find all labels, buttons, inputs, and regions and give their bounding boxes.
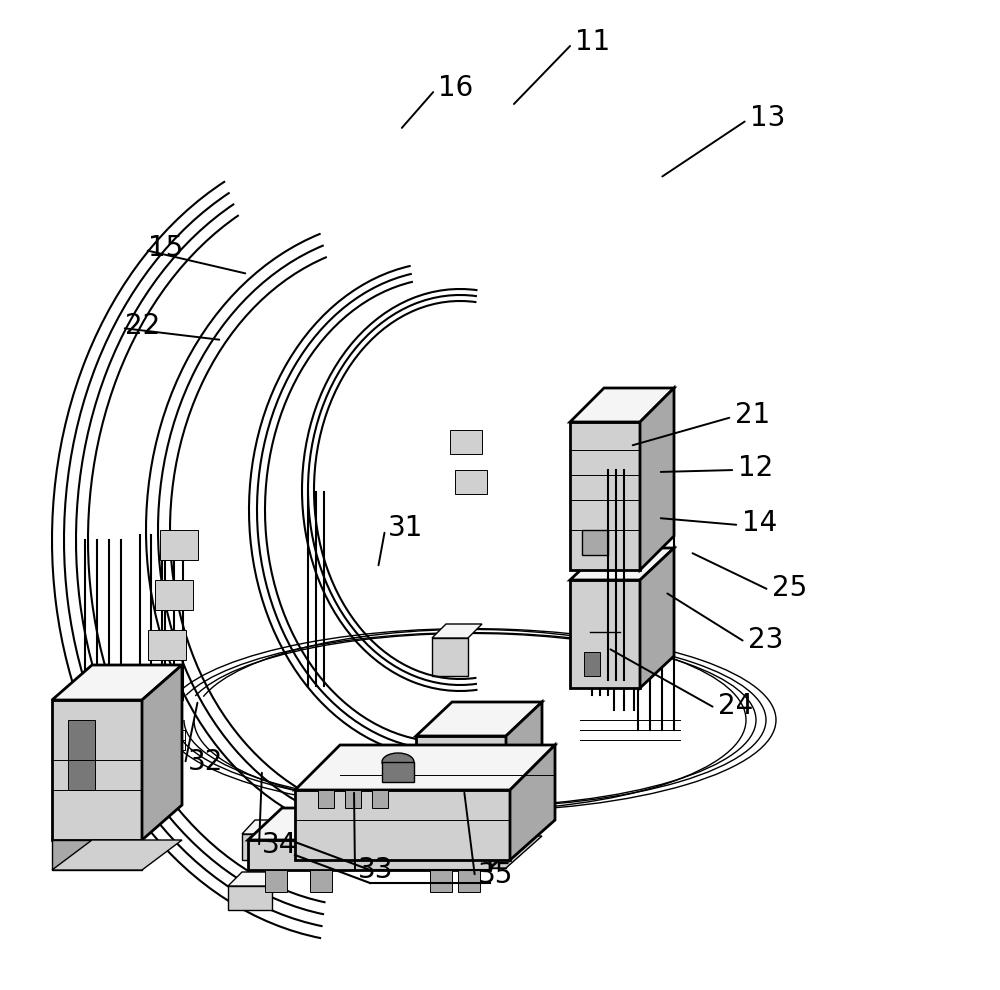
Polygon shape — [416, 840, 506, 868]
Text: 11: 11 — [575, 28, 610, 56]
Polygon shape — [510, 745, 555, 860]
Text: 34: 34 — [262, 831, 297, 859]
Polygon shape — [242, 820, 298, 834]
Text: 24: 24 — [718, 692, 753, 720]
Polygon shape — [248, 840, 490, 870]
Polygon shape — [265, 870, 287, 892]
Polygon shape — [242, 834, 285, 860]
Polygon shape — [430, 756, 455, 814]
Polygon shape — [570, 388, 674, 422]
Polygon shape — [295, 790, 510, 860]
Text: 12: 12 — [738, 454, 773, 482]
Polygon shape — [68, 720, 95, 790]
Polygon shape — [490, 808, 524, 868]
Polygon shape — [382, 762, 414, 782]
Text: 33: 33 — [358, 856, 394, 884]
Text: 21: 21 — [735, 401, 770, 429]
Polygon shape — [432, 638, 468, 676]
Polygon shape — [310, 870, 332, 892]
Polygon shape — [450, 430, 482, 454]
Polygon shape — [458, 870, 480, 892]
Ellipse shape — [382, 753, 414, 771]
Text: 14: 14 — [742, 509, 777, 537]
Polygon shape — [155, 580, 193, 610]
Polygon shape — [416, 736, 506, 840]
Polygon shape — [582, 530, 608, 555]
Polygon shape — [570, 548, 674, 580]
Polygon shape — [295, 745, 555, 790]
Polygon shape — [416, 836, 542, 868]
Polygon shape — [372, 790, 388, 808]
Polygon shape — [52, 700, 142, 840]
Polygon shape — [506, 702, 542, 840]
Polygon shape — [640, 388, 674, 570]
Text: 31: 31 — [388, 514, 423, 542]
Text: 15: 15 — [148, 234, 183, 262]
Polygon shape — [142, 665, 182, 840]
Text: 25: 25 — [772, 574, 807, 602]
Polygon shape — [228, 886, 272, 910]
Text: 13: 13 — [750, 104, 785, 132]
Polygon shape — [318, 790, 334, 808]
Polygon shape — [228, 872, 286, 886]
Text: 35: 35 — [478, 861, 513, 889]
Polygon shape — [430, 870, 452, 892]
Polygon shape — [570, 422, 640, 570]
Polygon shape — [345, 790, 361, 808]
Text: 23: 23 — [748, 626, 783, 654]
Text: 16: 16 — [438, 74, 473, 102]
Polygon shape — [148, 630, 186, 660]
Polygon shape — [432, 624, 482, 638]
Polygon shape — [584, 652, 600, 676]
Polygon shape — [455, 470, 487, 494]
Polygon shape — [416, 702, 542, 736]
Polygon shape — [52, 665, 182, 700]
Polygon shape — [570, 580, 640, 688]
Polygon shape — [52, 840, 182, 870]
Polygon shape — [52, 840, 142, 870]
Polygon shape — [160, 530, 198, 560]
Text: 32: 32 — [188, 748, 223, 776]
Text: 22: 22 — [125, 312, 160, 340]
Polygon shape — [248, 808, 524, 840]
Polygon shape — [640, 548, 674, 688]
